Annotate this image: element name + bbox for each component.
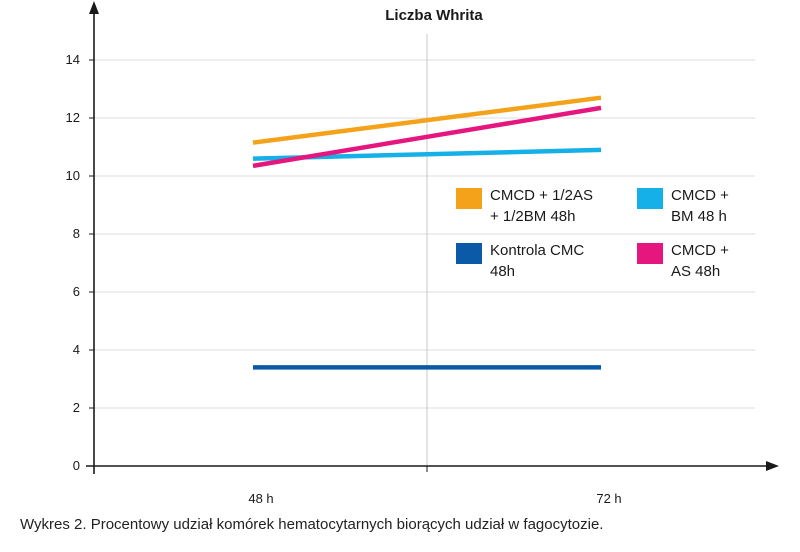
y-tick-label: 6 xyxy=(73,284,80,299)
legend-label: CMCD + 1/2AS xyxy=(490,187,593,204)
y-tick-label: 4 xyxy=(73,342,80,357)
x-tick-label: 48 h xyxy=(248,491,273,506)
series-lines xyxy=(252,95,602,370)
legend-label: CMCD + xyxy=(671,187,729,204)
grid xyxy=(94,34,755,466)
legend-label: CMCD + xyxy=(671,242,729,259)
axes: 0 2 4 6 8 10 12 14 48 h 72 h xyxy=(66,1,779,506)
legend: CMCD + 1/2AS + 1/2BM 48h CMCD + BM 48 h Kont… xyxy=(456,187,729,280)
legend-label: AS 48h xyxy=(671,263,720,280)
y-tick-label: 14 xyxy=(66,52,80,67)
legend-swatch xyxy=(456,243,482,264)
legend-swatch xyxy=(637,188,663,209)
y-tick-label: 10 xyxy=(66,168,80,183)
y-tick-label: 0 xyxy=(73,458,80,473)
legend-item: CMCD + AS 48h xyxy=(637,242,729,280)
legend-swatch xyxy=(637,243,663,264)
y-axis-arrow-icon xyxy=(89,1,99,14)
legend-label: 48h xyxy=(490,263,515,280)
legend-label: + 1/2BM 48h xyxy=(490,208,575,225)
legend-label: Kontrola CMC xyxy=(490,242,584,259)
chart: Liczba Whrita 0 2 4 6 8 10 12 14 48 h 72 h CMCD +… xyxy=(66,1,779,506)
y-tick-label: 2 xyxy=(73,400,80,415)
legend-item: Kontrola CMC 48h xyxy=(456,242,584,280)
x-tick-label: 72 h xyxy=(596,491,621,506)
legend-item: CMCD + 1/2AS + 1/2BM 48h xyxy=(456,187,593,225)
y-tick-label: 8 xyxy=(73,226,80,241)
legend-swatch xyxy=(456,188,482,209)
series-line xyxy=(252,95,602,145)
figure-caption: Wykres 2. Procentowy udział komórek hema… xyxy=(20,516,604,533)
chart-title: Liczba Whrita xyxy=(385,7,483,24)
legend-item: CMCD + BM 48 h xyxy=(637,187,729,225)
series-line xyxy=(252,105,602,169)
legend-label: BM 48 h xyxy=(671,208,727,225)
x-axis-arrow-icon xyxy=(766,461,779,471)
y-tick-label: 12 xyxy=(66,110,80,125)
